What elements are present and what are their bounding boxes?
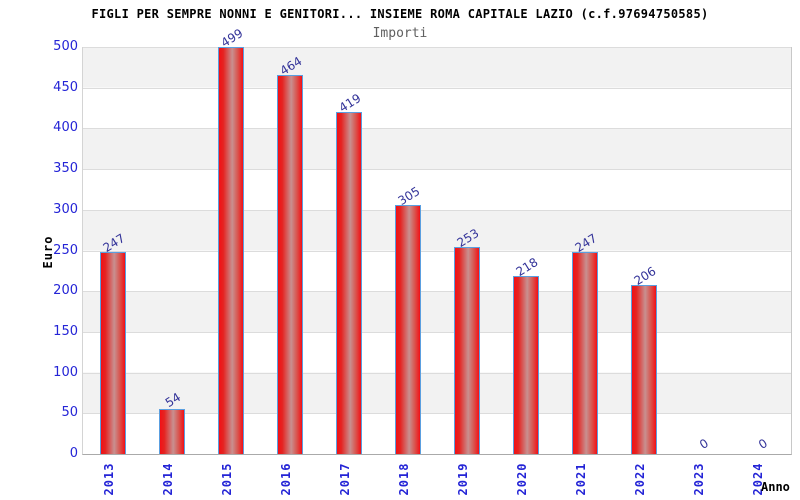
y-tick-label: 400 xyxy=(53,120,78,136)
bar-value-label: 0 xyxy=(755,436,770,452)
bar-value-label: 0 xyxy=(696,436,711,452)
bar-value-label: 54 xyxy=(162,390,183,410)
bar-2019 xyxy=(453,247,480,454)
y-tick-label: 100 xyxy=(53,364,78,380)
plot-area: 247 54 499 464 419 305 253 218 247 206 0 0 xyxy=(82,26,792,455)
gridline xyxy=(83,291,791,293)
y-axis-tick-labels: 0 50 100 150 200 250 300 350 400 450 500 xyxy=(0,0,78,500)
y-tick-label: 200 xyxy=(53,283,78,299)
x-tick-label: 2021 xyxy=(573,462,588,496)
y-tick-label: 450 xyxy=(53,79,78,95)
bar-2013 xyxy=(99,252,126,454)
y-tick-label: 300 xyxy=(53,201,78,217)
bar-2014 xyxy=(158,409,185,454)
y-tick-label: 250 xyxy=(53,242,78,258)
x-tick-label: 2014 xyxy=(160,462,175,496)
gridline xyxy=(83,47,791,48)
y-tick-label: 0 xyxy=(69,446,78,461)
y-tick-label: 50 xyxy=(61,405,78,421)
x-tick-label: 2013 xyxy=(101,462,116,496)
y-tick-label: 150 xyxy=(53,323,78,339)
gridline xyxy=(83,372,791,374)
x-tick-label: 2017 xyxy=(337,462,352,496)
y-tick-label: 350 xyxy=(53,161,78,177)
bar-2016 xyxy=(276,75,303,454)
bar-2020 xyxy=(512,276,539,454)
gridline xyxy=(83,413,791,415)
bar-2021 xyxy=(571,252,598,454)
x-tick-label: 2019 xyxy=(455,462,470,496)
gridline xyxy=(83,87,791,89)
chart-title: FIGLI PER SEMPRE NONNI E GENITORI... INS… xyxy=(91,7,709,21)
gridline xyxy=(83,209,791,211)
gridline xyxy=(83,331,791,333)
bar-2017 xyxy=(335,112,362,454)
y-tick-label: 500 xyxy=(53,39,78,54)
x-tick-label: 2023 xyxy=(691,462,706,496)
chart-subtitle: Importi xyxy=(372,26,428,41)
gridline xyxy=(83,250,791,252)
x-tick-label: 2016 xyxy=(278,462,293,496)
bar-2022 xyxy=(630,285,657,454)
bar-2018 xyxy=(394,205,421,454)
x-tick-label: 2015 xyxy=(219,462,234,496)
x-tick-label: 2022 xyxy=(632,462,647,496)
x-tick-label: 2018 xyxy=(396,462,411,496)
bar-2015 xyxy=(217,47,244,454)
gridline xyxy=(83,128,791,130)
x-tick-label: 2020 xyxy=(514,462,529,496)
gridline xyxy=(83,169,791,171)
x-axis-title: Anno xyxy=(761,480,790,494)
